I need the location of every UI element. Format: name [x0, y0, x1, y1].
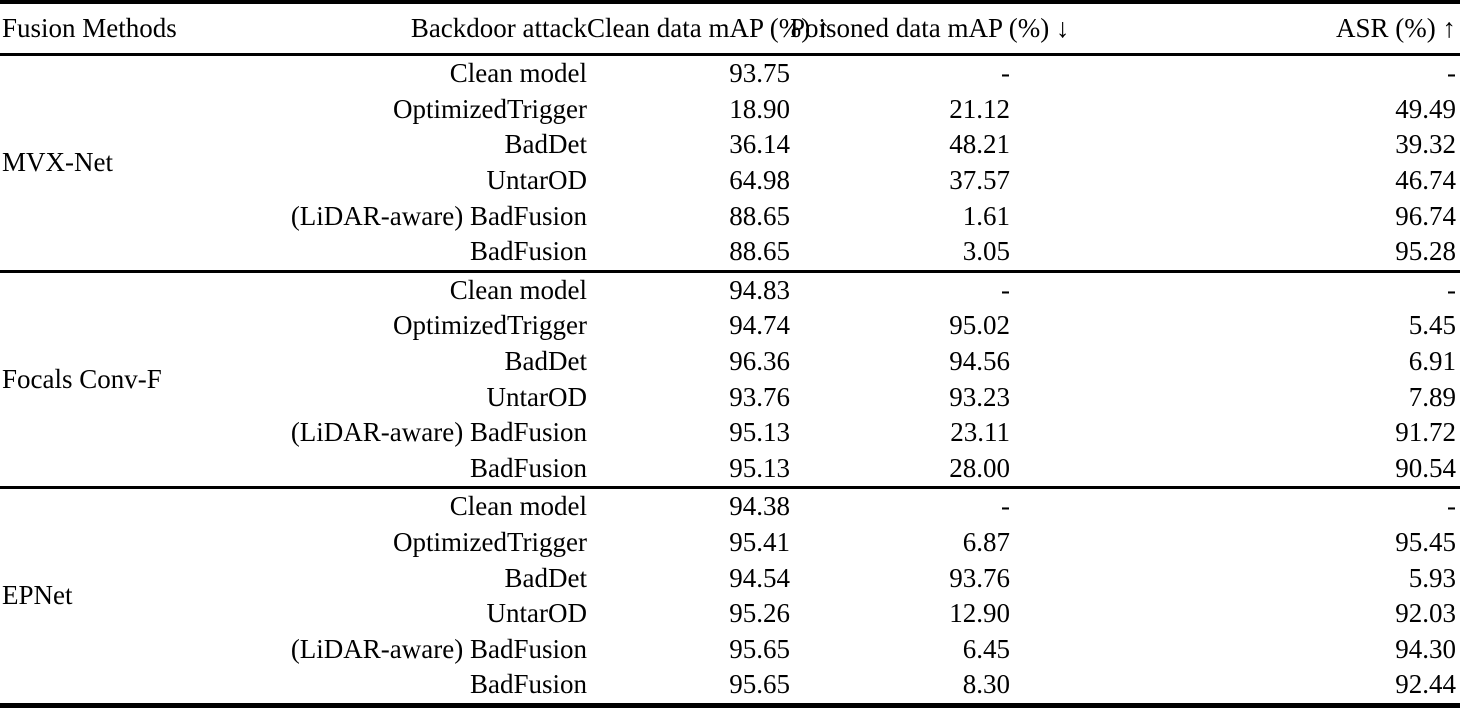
header-backdoor-attack: Backdoor attack: [410, 13, 587, 43]
fusion-method-label: MVX-Net: [2, 147, 113, 178]
asr-cell: 6.91: [1408, 346, 1456, 377]
fusion-method-label: Focals Conv-F: [2, 363, 162, 394]
attack-cell: BadDet: [504, 562, 587, 593]
attack-cell: BadFusion: [469, 452, 587, 483]
poisoned-map-cell: 6.87: [962, 527, 1010, 558]
asr-cell: -: [1447, 58, 1456, 89]
asr-cell: 95.28: [1395, 236, 1456, 267]
clean-map-cell: 95.13: [729, 417, 790, 448]
asr-cell: -: [1447, 491, 1456, 522]
poisoned-map-cell: 8.30: [962, 669, 1010, 700]
asr-cell: 5.93: [1408, 562, 1456, 593]
clean-map-cell: 95.13: [729, 452, 790, 483]
asr-cell: 92.44: [1395, 669, 1456, 700]
asr-cell: 46.74: [1395, 165, 1456, 196]
attack-cell: UntarOD: [486, 165, 587, 196]
clean-map-cell: 64.98: [729, 165, 790, 196]
clean-map-cell: 95.65: [729, 669, 790, 700]
attack-cell: (LiDAR-aware) BadFusion: [290, 200, 587, 231]
asr-cell: 91.72: [1395, 417, 1456, 448]
clean-map-cell: 36.14: [729, 129, 790, 160]
asr-cell: 7.89: [1408, 381, 1456, 412]
asr-cell: 92.03: [1395, 598, 1456, 629]
group-rows: Clean model 94.38 - - OptimizedTrigger 9…: [220, 489, 1460, 703]
table-top-rule: [0, 0, 1460, 4]
group-mvx-net: MVX-Net Clean model 93.75 - - OptimizedT…: [0, 56, 1460, 270]
attack-cell: Clean model: [449, 58, 587, 89]
attack-cell: (LiDAR-aware) BadFusion: [290, 633, 587, 664]
clean-map-cell: 93.75: [729, 58, 790, 89]
group-rows: Clean model 93.75 - - OptimizedTrigger 1…: [220, 56, 1460, 270]
poisoned-map-cell: 93.23: [949, 381, 1010, 412]
poisoned-map-cell: 6.45: [962, 633, 1010, 664]
clean-map-cell: 93.76: [729, 381, 790, 412]
attack-cell: Clean model: [449, 274, 587, 305]
poisoned-map-cell: -: [1001, 491, 1010, 522]
poisoned-map-cell: 3.05: [962, 236, 1010, 267]
attack-cell: BadFusion: [469, 236, 587, 267]
header-asr: ASR (%) ↑: [1336, 13, 1456, 43]
attack-cell: OptimizedTrigger: [393, 310, 587, 341]
group-separator-rule: [0, 269, 1460, 273]
attack-cell: UntarOD: [486, 381, 587, 412]
group-focals-conv-f: Focals Conv-F Clean model 94.83 - - Opti…: [0, 273, 1460, 487]
clean-map-cell: 18.90: [729, 93, 790, 124]
poisoned-map-cell: 95.02: [949, 310, 1010, 341]
table-bottom-rule: [0, 702, 1460, 708]
asr-cell: 94.30: [1395, 633, 1456, 664]
poisoned-map-cell: 21.12: [949, 93, 1010, 124]
fusion-method-label: EPNet: [2, 580, 73, 611]
poisoned-map-cell: 23.11: [950, 417, 1010, 448]
clean-map-cell: 96.36: [729, 346, 790, 377]
poisoned-map-cell: 48.21: [949, 129, 1010, 160]
poisoned-map-cell: -: [1001, 58, 1010, 89]
clean-map-cell: 95.41: [729, 527, 790, 558]
clean-map-cell: 95.65: [729, 633, 790, 664]
group-epnet: EPNet Clean model 94.38 - - OptimizedTri…: [0, 489, 1460, 703]
poisoned-map-cell: 93.76: [949, 562, 1010, 593]
attack-cell: BadFusion: [469, 669, 587, 700]
attack-cell: BadDet: [504, 129, 587, 160]
table-header-row: Fusion Methods Backdoor attack Clean dat…: [0, 4, 1460, 53]
attack-cell: Clean model: [449, 491, 587, 522]
group-separator-rule: [0, 486, 1460, 490]
asr-cell: 5.45: [1408, 310, 1456, 341]
attack-cell: (LiDAR-aware) BadFusion: [290, 417, 587, 448]
asr-cell: 95.45: [1395, 527, 1456, 558]
poisoned-map-cell: 12.90: [949, 598, 1010, 629]
attack-cell: OptimizedTrigger: [393, 93, 587, 124]
asr-cell: 90.54: [1395, 452, 1456, 483]
header-clean-map: Clean data mAP (%) ↑: [587, 13, 831, 43]
asr-cell: 49.49: [1395, 93, 1456, 124]
header-poisoned-map: Poisoned data mAP (%) ↓: [790, 13, 1070, 43]
clean-map-cell: 88.65: [729, 200, 790, 231]
asr-cell: 96.74: [1395, 200, 1456, 231]
asr-cell: 39.32: [1395, 129, 1456, 160]
attack-cell: OptimizedTrigger: [393, 527, 587, 558]
poisoned-map-cell: 28.00: [949, 452, 1010, 483]
poisoned-map-cell: 94.56: [949, 346, 1010, 377]
clean-map-cell: 94.38: [729, 491, 790, 522]
clean-map-cell: 95.26: [729, 598, 790, 629]
poisoned-map-cell: 37.57: [949, 165, 1010, 196]
clean-map-cell: 94.74: [729, 310, 790, 341]
poisoned-map-cell: 1.61: [962, 200, 1010, 231]
attack-cell: BadDet: [504, 346, 587, 377]
poisoned-map-cell: -: [1001, 274, 1010, 305]
clean-map-cell: 94.83: [729, 274, 790, 305]
group-rows: Clean model 94.83 - - OptimizedTrigger 9…: [220, 273, 1460, 487]
asr-cell: -: [1447, 274, 1456, 305]
attack-cell: UntarOD: [486, 598, 587, 629]
clean-map-cell: 88.65: [729, 236, 790, 267]
clean-map-cell: 94.54: [729, 562, 790, 593]
header-separator-rule: [0, 53, 1460, 56]
header-fusion-methods: Fusion Methods: [2, 13, 177, 43]
